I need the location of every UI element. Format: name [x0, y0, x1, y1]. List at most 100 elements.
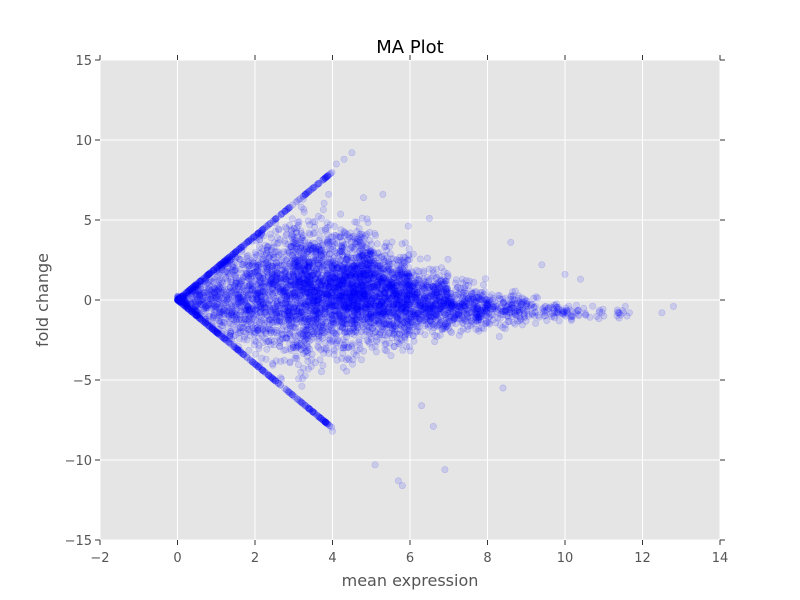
data-point — [182, 294, 190, 302]
data-point — [229, 320, 237, 328]
data-point — [243, 281, 251, 289]
data-point — [238, 319, 246, 327]
data-point — [269, 359, 277, 367]
data-point — [180, 297, 188, 305]
data-point — [447, 290, 455, 298]
data-point — [245, 282, 253, 290]
data-point — [372, 348, 380, 356]
data-point — [338, 242, 346, 250]
data-point — [350, 263, 358, 271]
data-point — [419, 284, 427, 292]
data-point — [187, 306, 195, 314]
data-point — [337, 210, 345, 218]
data-point — [205, 281, 213, 289]
data-point — [265, 296, 273, 304]
data-point — [276, 342, 284, 350]
data-point — [241, 282, 249, 290]
data-point — [202, 318, 210, 326]
data-point — [210, 311, 218, 319]
data-point — [317, 368, 325, 376]
data-point — [188, 305, 196, 313]
data-point — [182, 298, 190, 306]
data-point — [205, 278, 213, 286]
data-point — [212, 302, 220, 310]
data-point — [240, 316, 248, 324]
data-point — [193, 281, 201, 289]
data-point — [405, 245, 413, 253]
data-point — [224, 277, 232, 285]
data-point — [211, 288, 219, 296]
data-point — [228, 294, 236, 302]
data-point — [175, 294, 183, 302]
data-point — [195, 314, 203, 322]
data-point — [183, 295, 191, 303]
data-point — [208, 285, 216, 293]
data-point — [204, 295, 212, 303]
data-point — [349, 317, 357, 325]
data-point — [181, 296, 189, 304]
data-point — [348, 283, 356, 291]
data-point — [180, 291, 188, 299]
data-point — [238, 261, 246, 269]
data-point — [191, 297, 199, 305]
data-point — [199, 291, 207, 299]
data-point — [252, 338, 260, 346]
data-point — [209, 314, 217, 322]
data-point — [195, 291, 203, 299]
data-point — [306, 288, 314, 296]
data-point — [427, 275, 435, 283]
data-point — [333, 356, 341, 364]
data-point — [253, 263, 261, 271]
data-point — [348, 294, 356, 302]
data-point — [225, 311, 233, 319]
data-point — [206, 300, 214, 308]
data-point — [202, 306, 210, 314]
data-point — [174, 292, 182, 300]
data-point — [243, 253, 251, 261]
data-point — [199, 277, 207, 285]
data-point — [246, 306, 254, 314]
data-point — [256, 324, 264, 332]
data-point — [182, 301, 190, 309]
data-point — [369, 312, 377, 320]
data-point — [226, 332, 234, 340]
data-point — [196, 297, 204, 305]
data-point — [191, 285, 199, 293]
data-point — [194, 308, 202, 316]
data-point — [183, 303, 191, 311]
data-point — [220, 271, 228, 279]
data-point — [174, 293, 182, 301]
data-point — [194, 285, 202, 293]
data-point — [196, 285, 204, 293]
data-point — [301, 372, 309, 380]
data-point — [346, 235, 354, 243]
data-point — [240, 287, 248, 295]
data-point — [231, 313, 239, 321]
data-point — [424, 294, 432, 302]
data-point — [192, 302, 200, 310]
data-point — [297, 203, 305, 211]
data-point — [197, 316, 205, 324]
data-point — [222, 334, 230, 342]
data-point — [186, 300, 194, 308]
data-point — [215, 283, 223, 291]
data-point — [297, 330, 305, 338]
data-point — [179, 300, 187, 308]
data-point — [204, 293, 212, 301]
data-point — [335, 248, 343, 256]
data-point — [192, 308, 200, 316]
data-point — [228, 301, 236, 309]
data-point — [209, 324, 217, 332]
data-point — [235, 294, 243, 302]
data-point — [243, 270, 251, 278]
data-point — [203, 291, 211, 299]
data-point — [336, 277, 344, 285]
data-point — [183, 290, 191, 298]
data-point — [231, 250, 239, 258]
data-point — [231, 307, 239, 315]
data-point — [236, 265, 244, 273]
data-point — [181, 300, 189, 308]
data-point — [280, 282, 288, 290]
data-point — [218, 264, 226, 272]
data-point — [177, 293, 185, 301]
